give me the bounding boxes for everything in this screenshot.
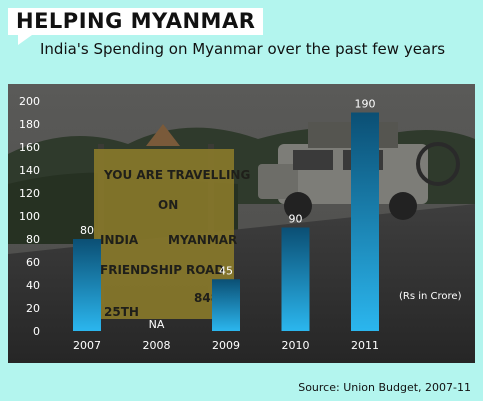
title-callout-tail <box>18 35 32 45</box>
sign-line: INDIA <box>100 233 139 247</box>
y-tick-label: 160 <box>19 141 40 154</box>
y-tick-label: 100 <box>19 210 40 223</box>
title-box: HELPING MYANMAR <box>8 8 264 35</box>
sign-text: YOU ARE TRAVELLING ON INDIA MYANMAR FRIE… <box>100 168 250 319</box>
sign-line: 25TH <box>104 305 139 319</box>
bar-2009 <box>212 279 240 331</box>
y-tick-label: 20 <box>26 302 40 315</box>
unit-note: (Rs in Crore) <box>399 291 462 302</box>
data-label-2010: 90 <box>289 213 303 226</box>
x-tick-label: 2008 <box>143 339 171 352</box>
chart-title: HELPING MYANMAR <box>16 9 256 33</box>
x-tick-label: 2011 <box>351 339 379 352</box>
data-label-2007: 80 <box>80 224 94 237</box>
source-note: Source: Union Budget, 2007-11 <box>298 381 471 394</box>
bar-2011 <box>351 112 379 331</box>
y-tick-label: 80 <box>26 233 40 246</box>
x-tick-label: 2009 <box>212 339 240 352</box>
y-tick-label: 180 <box>19 118 40 131</box>
sign-line: FRIENDSHIP <box>100 263 182 277</box>
x-tick-label: 2010 <box>282 339 310 352</box>
sign-line: ROAD <box>186 263 224 277</box>
y-tick-label: 140 <box>19 164 40 177</box>
bar-2007 <box>73 239 101 331</box>
sign-line: ON <box>158 198 178 212</box>
data-label-2008: NA <box>149 318 165 331</box>
warning-triangle-icon <box>146 124 180 146</box>
chart-panel: YOU ARE TRAVELLING ON INDIA MYANMAR FRIE… <box>8 84 475 363</box>
data-label-2009: 45 <box>219 264 233 277</box>
chart-subtitle: India's Spending on Myanmar over the pas… <box>40 40 446 58</box>
y-tick-label: 0 <box>33 325 40 338</box>
data-label-2011: 190 <box>355 98 376 111</box>
sign-line: YOU ARE TRAVELLING <box>103 168 250 182</box>
y-tick-label: 60 <box>26 256 40 269</box>
x-tick-label: 2007 <box>73 339 101 352</box>
y-tick-label: 200 <box>19 95 40 108</box>
y-tick-label: 40 <box>26 279 40 292</box>
sign-line: MYANMAR <box>168 233 237 247</box>
y-tick-label: 120 <box>19 187 40 200</box>
bar-2010 <box>281 227 310 331</box>
